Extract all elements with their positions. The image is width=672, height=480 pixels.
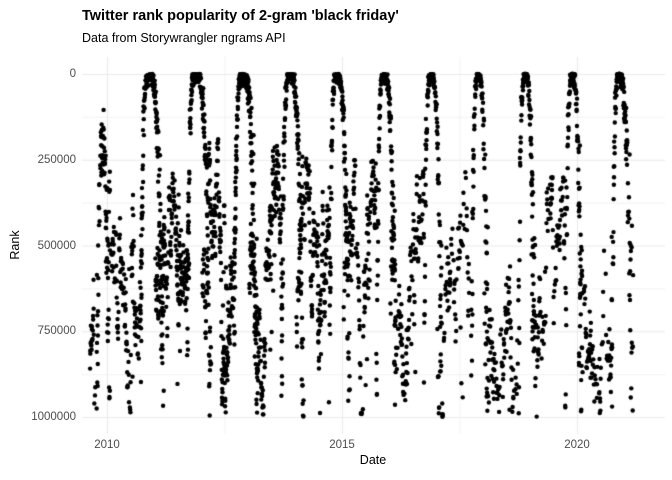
y-axis-title: Rank <box>8 230 22 260</box>
chart-title: Twitter rank popularity of 2-gram 'black… <box>82 8 399 24</box>
y-tick-label-250000: 250000 <box>37 153 76 166</box>
x-tick-label-2020: 2020 <box>564 439 590 451</box>
y-tick-label-500000: 500000 <box>37 239 76 252</box>
chart-subtitle: Data from Storywrangler ngrams API <box>82 31 286 45</box>
y-tick-label-1000000: 1000000 <box>31 411 76 423</box>
x-tick-label-2010: 2010 <box>94 439 120 451</box>
x-axis-title: Date <box>359 453 387 467</box>
x-tick-label-2015: 2015 <box>329 439 355 451</box>
y-tick-label-0: 0 <box>69 68 76 80</box>
y-tick-label-750000: 750000 <box>37 325 76 338</box>
